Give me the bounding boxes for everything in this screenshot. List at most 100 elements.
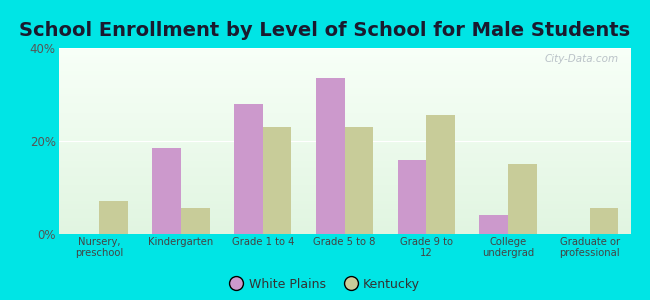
Bar bbox=[58, 51, 630, 52]
Bar bbox=[58, 140, 630, 141]
Bar bbox=[58, 214, 630, 215]
Bar bbox=[398, 160, 426, 234]
Bar bbox=[58, 150, 630, 152]
Bar bbox=[58, 57, 630, 59]
Bar bbox=[153, 148, 181, 234]
Bar bbox=[58, 205, 630, 206]
Bar bbox=[58, 70, 630, 71]
Bar bbox=[58, 160, 630, 161]
Bar bbox=[479, 215, 508, 234]
Bar bbox=[58, 232, 630, 234]
Bar bbox=[58, 194, 630, 195]
Bar bbox=[58, 138, 630, 140]
Bar bbox=[344, 127, 373, 234]
Bar bbox=[58, 79, 630, 80]
Bar bbox=[58, 192, 630, 194]
Bar bbox=[58, 65, 630, 67]
Bar bbox=[58, 228, 630, 229]
Bar bbox=[58, 186, 630, 188]
Bar bbox=[58, 54, 630, 56]
Bar bbox=[58, 198, 630, 200]
Bar bbox=[58, 155, 630, 157]
Bar bbox=[58, 87, 630, 88]
Bar bbox=[58, 74, 630, 76]
Bar bbox=[58, 121, 630, 122]
Bar bbox=[58, 119, 630, 121]
Bar bbox=[58, 231, 630, 232]
Bar bbox=[58, 60, 630, 62]
Bar bbox=[58, 110, 630, 112]
Legend: White Plains, Kentucky: White Plains, Kentucky bbox=[230, 278, 420, 291]
Bar bbox=[58, 147, 630, 149]
Bar bbox=[58, 135, 630, 136]
Bar bbox=[58, 166, 630, 167]
Bar bbox=[58, 118, 630, 119]
Bar bbox=[58, 80, 630, 82]
Bar bbox=[58, 169, 630, 170]
Bar bbox=[58, 175, 630, 177]
Bar bbox=[58, 212, 630, 214]
Bar bbox=[58, 48, 630, 50]
Bar bbox=[58, 101, 630, 102]
Bar bbox=[58, 209, 630, 211]
Bar bbox=[58, 56, 630, 57]
Bar bbox=[58, 127, 630, 129]
Bar bbox=[58, 124, 630, 125]
Bar bbox=[58, 52, 630, 54]
Bar bbox=[58, 112, 630, 113]
Bar bbox=[58, 153, 630, 155]
Bar bbox=[58, 132, 630, 133]
Bar bbox=[58, 149, 630, 150]
Bar bbox=[58, 116, 630, 118]
Bar bbox=[58, 141, 630, 142]
Bar bbox=[58, 125, 630, 127]
Bar bbox=[58, 163, 630, 164]
Bar bbox=[58, 180, 630, 181]
Bar bbox=[58, 144, 630, 146]
Bar bbox=[58, 62, 630, 64]
Bar bbox=[58, 92, 630, 93]
Bar bbox=[58, 206, 630, 208]
Bar bbox=[58, 167, 630, 169]
Bar bbox=[181, 208, 210, 234]
Bar bbox=[58, 178, 630, 180]
Bar bbox=[58, 129, 630, 130]
Bar bbox=[58, 76, 630, 77]
Bar bbox=[58, 226, 630, 228]
Bar bbox=[58, 146, 630, 147]
Bar bbox=[58, 90, 630, 92]
Bar bbox=[590, 208, 618, 234]
Bar bbox=[58, 215, 630, 217]
Bar bbox=[58, 183, 630, 184]
Bar bbox=[58, 85, 630, 87]
Bar bbox=[58, 152, 630, 153]
Bar bbox=[58, 93, 630, 94]
Bar bbox=[263, 127, 291, 234]
Bar bbox=[58, 217, 630, 218]
Bar bbox=[58, 220, 630, 222]
Bar bbox=[58, 181, 630, 183]
Bar bbox=[58, 225, 630, 226]
Bar bbox=[58, 202, 630, 203]
Bar bbox=[58, 67, 630, 68]
Bar bbox=[58, 77, 630, 79]
Bar bbox=[426, 116, 455, 234]
Bar bbox=[508, 164, 536, 234]
Bar bbox=[58, 223, 630, 225]
Bar bbox=[58, 133, 630, 135]
Bar bbox=[58, 59, 630, 60]
Bar bbox=[58, 222, 630, 223]
Bar bbox=[58, 122, 630, 124]
Bar bbox=[58, 50, 630, 51]
Bar bbox=[58, 99, 630, 101]
Bar bbox=[58, 73, 630, 74]
Bar bbox=[58, 164, 630, 166]
Bar bbox=[58, 197, 630, 198]
Bar bbox=[58, 88, 630, 90]
Bar bbox=[99, 202, 128, 234]
Bar bbox=[316, 78, 344, 234]
Bar bbox=[58, 177, 630, 178]
Bar bbox=[234, 104, 263, 234]
Bar bbox=[58, 208, 630, 209]
Bar bbox=[58, 136, 630, 138]
